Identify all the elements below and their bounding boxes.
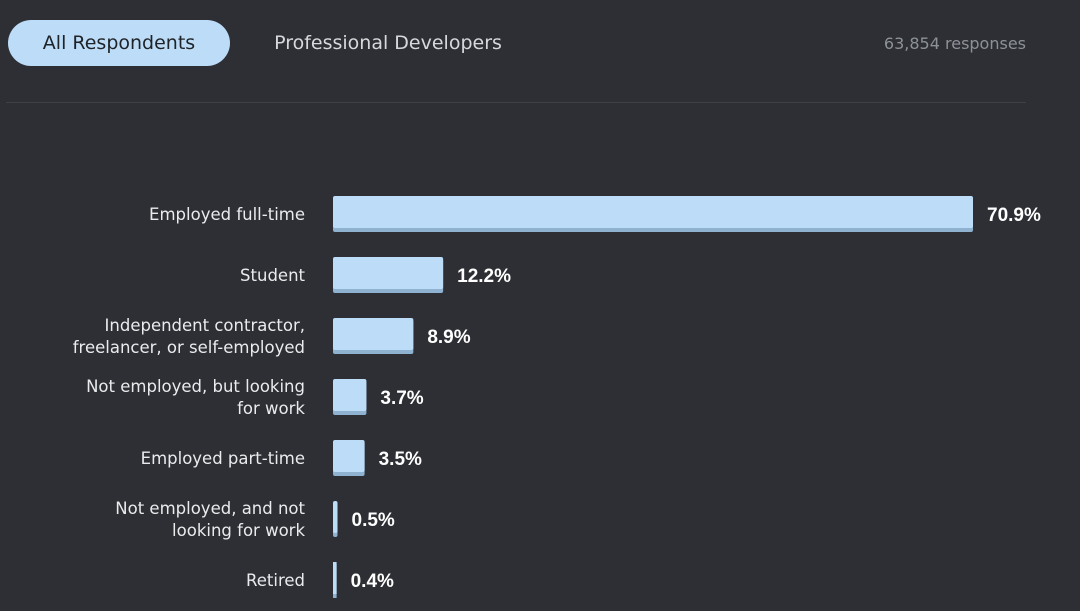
category-label-line: looking for work [172, 521, 305, 540]
category-label-line: Not employed, and not [115, 499, 305, 518]
bar-row: 3.5% Employed part-time [141, 440, 422, 476]
value-label: 8.9% [427, 327, 470, 348]
divider [6, 102, 1026, 103]
category-label-line: Employed full-time [149, 205, 305, 224]
bar [333, 318, 414, 350]
value-label: 12.2% [457, 266, 511, 287]
bar-row: 0.4% Retired [246, 562, 394, 598]
category-label: Not employed, and not looking for work [115, 499, 305, 540]
category-label-line: Retired [246, 571, 305, 590]
category-label-line: freelancer, or self-employed [73, 338, 305, 357]
category-label: Not employed, but looking for work [86, 377, 305, 418]
tab-professional-developers[interactable]: Professional Developers [274, 32, 502, 54]
category-label-line: Independent contractor, [105, 316, 305, 335]
tab-all-respondents[interactable]: All Respondents [8, 20, 230, 66]
bar [333, 562, 337, 594]
category-label: Employed part-time [141, 449, 305, 468]
bar-row: 0.5% Not employed, and not looking for wor… [115, 499, 395, 540]
category-label: Employed full-time [149, 205, 305, 224]
bar [333, 196, 973, 228]
category-label-line: Not employed, but looking [86, 377, 305, 396]
value-label: 70.9% [987, 205, 1041, 226]
bar [333, 379, 367, 411]
value-label: 3.5% [379, 449, 422, 470]
bar-row: 70.9% Employed full-time [149, 196, 1041, 232]
bar [333, 501, 338, 533]
category-label-line: Employed part-time [141, 449, 305, 468]
bar [333, 440, 365, 472]
category-label-line: Student [240, 266, 305, 285]
category-label: Independent contractor, freelancer, or se… [73, 316, 305, 357]
category-label: Retired [246, 571, 305, 590]
value-label: 0.5% [352, 510, 395, 531]
category-label: Student [240, 266, 305, 285]
bar [333, 257, 444, 289]
value-label: 3.7% [380, 388, 423, 409]
bar-row: 8.9% Independent contractor, freelancer, o… [73, 316, 471, 357]
bar-row: 3.7% Not employed, but looking for work [86, 377, 424, 418]
category-label-line: for work [237, 399, 305, 418]
responses-count: 63,854 responses [883, 34, 1026, 53]
bar-row: 12.2% Student [240, 257, 511, 293]
tab-bar: All Respondents Professional Developers … [0, 0, 1080, 104]
value-label: 0.4% [351, 571, 394, 592]
